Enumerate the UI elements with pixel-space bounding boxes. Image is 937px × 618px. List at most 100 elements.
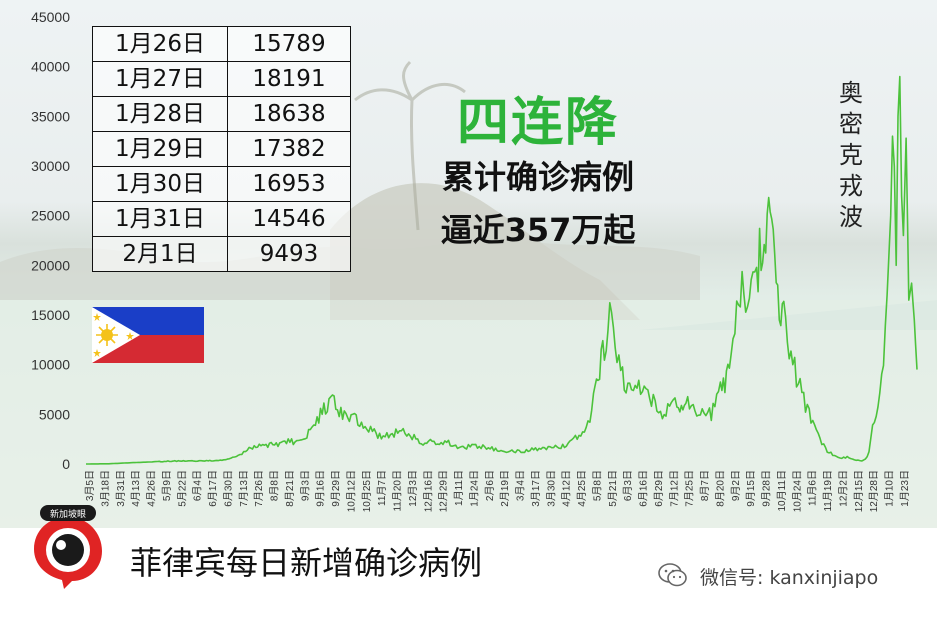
x-tick-label: 11月6日	[807, 470, 819, 506]
x-tick-label: 10月24日	[791, 470, 803, 512]
x-tick-label: 4月26日	[146, 470, 158, 507]
table-row: 1月28日 18638	[92, 96, 351, 132]
logo-text: 新加坡眼	[50, 508, 86, 520]
x-tick-label: 8月7日	[699, 470, 711, 501]
x-tick-label: 9月28日	[761, 470, 773, 507]
cases-cell: 18191	[227, 61, 351, 97]
table-row: 1月30日 16953	[92, 166, 351, 202]
x-tick-label: 1月24日	[468, 470, 480, 507]
x-tick-label: 7月13日	[238, 470, 250, 507]
x-tick-label: 9月29日	[330, 470, 342, 507]
x-tick-label: 6月3日	[622, 470, 634, 501]
x-tick-label: 4月12日	[561, 470, 573, 507]
y-tick-label: 10000	[31, 357, 70, 373]
x-tick-label: 1月23日	[899, 470, 911, 507]
x-tick-label: 12月16日	[422, 470, 434, 512]
x-tick-label: 5月21日	[607, 470, 619, 507]
x-tick-label: 8月8日	[269, 470, 281, 501]
x-tick-label: 11月19日	[822, 470, 834, 512]
table-row: 1月26日 15789	[92, 26, 351, 62]
y-tick-label: 20000	[31, 257, 70, 273]
x-tick-label: 3月5日	[84, 470, 96, 501]
cases-cell: 15789	[227, 26, 351, 62]
series-line-daily-cases	[86, 75, 918, 465]
x-tick-label: 11月7日	[376, 470, 388, 506]
headline-line2: 累计确诊病例	[441, 158, 634, 196]
cases-cell: 14546	[227, 201, 351, 237]
cases-cell: 16953	[227, 166, 351, 202]
table-row: 2月1日 9493	[92, 236, 351, 272]
y-tick-label: 45000	[31, 9, 70, 25]
x-tick-label: 3月17日	[530, 470, 542, 507]
x-tick-label: 2月6日	[484, 470, 496, 501]
xinjiapo-eye-logo-icon: 新加坡眼	[34, 505, 102, 589]
y-tick-label: 5000	[39, 406, 70, 422]
x-tick-label: 6月17日	[207, 470, 219, 507]
y-tick-label: 15000	[31, 307, 70, 323]
x-tick-label: 5月9日	[161, 470, 173, 501]
x-tick-label: 8月20日	[714, 470, 726, 507]
y-tick-label: 25000	[31, 208, 70, 224]
x-tick-label: 6月30日	[222, 470, 234, 507]
x-tick-label: 12月2日	[837, 470, 849, 507]
wechat-icon	[658, 563, 687, 587]
x-tick-label: 8月21日	[284, 470, 296, 507]
footer-bar	[0, 528, 937, 618]
x-tick-label: 10月25日	[361, 470, 373, 512]
x-tick-label: 9月15日	[745, 470, 757, 507]
date-cell: 2月1日	[92, 236, 228, 272]
date-cell: 1月31日	[92, 201, 228, 237]
headline-line3: 逼近357万起	[440, 211, 636, 249]
y-tick-label: 35000	[31, 108, 70, 124]
x-tick-label: 1月11日	[453, 470, 465, 506]
x-tick-label: 12月29日	[438, 470, 450, 512]
table-row: 1月31日 14546	[92, 201, 351, 237]
x-tick-label: 12月3日	[407, 470, 419, 507]
date-cell: 1月27日	[92, 61, 228, 97]
date-cell: 1月28日	[92, 96, 228, 132]
x-tick-label: 4月25日	[576, 470, 588, 507]
x-tick-label: 6月4日	[192, 470, 204, 501]
x-tick-label: 5月8日	[591, 470, 603, 501]
date-cell: 1月29日	[92, 131, 228, 167]
x-tick-label: 3月30日	[545, 470, 557, 507]
y-tick-label: 0	[62, 456, 70, 472]
x-tick-label: 3月31日	[115, 470, 127, 507]
x-axis: 3月5日 3月18日 3月31日 4月13日 4月26日 5月9日 5月22日 6月4日 6月1…	[84, 470, 911, 512]
table-row: 1月27日 18191	[92, 61, 351, 97]
date-cell: 1月26日	[92, 26, 228, 62]
omicron-wave-annotation: 奥密克戎波	[839, 79, 863, 231]
x-tick-label: 1月10日	[884, 470, 896, 507]
y-tick-label: 30000	[31, 158, 70, 174]
x-tick-label: 6月29日	[653, 470, 665, 507]
x-tick-label: 9月16日	[315, 470, 327, 507]
x-tick-label: 9月2日	[730, 470, 742, 501]
x-tick-label: 10月11日	[776, 470, 788, 512]
headline-main: 四连降	[456, 93, 619, 153]
cases-cell: 17382	[227, 131, 351, 167]
y-axis: 0 5000 10000 15000 20000 25000 30000 35000 40000…	[31, 9, 70, 472]
philippines-flag-icon	[92, 307, 204, 363]
cases-cell: 9493	[227, 236, 351, 272]
x-tick-label: 3月18日	[99, 470, 111, 507]
x-tick-label: 10月12日	[345, 470, 357, 512]
wechat-id: 微信号: kanxinjiapo	[700, 567, 879, 589]
x-tick-label: 12月15日	[853, 470, 865, 512]
x-tick-label: 7月26日	[253, 470, 265, 507]
cases-cell: 18638	[227, 96, 351, 132]
x-tick-label: 12月28日	[868, 470, 880, 512]
table-row: 1月29日 17382	[92, 131, 351, 167]
x-tick-label: 3月4日	[515, 470, 527, 501]
x-tick-label: 11月20日	[392, 470, 404, 512]
x-tick-label: 7月25日	[684, 470, 696, 507]
x-tick-label: 5月22日	[176, 470, 188, 507]
x-tick-label: 6月16日	[638, 470, 650, 507]
x-tick-label: 2月19日	[499, 470, 511, 507]
daily-cases-table: 1月26日 15789 1月27日 18191 1月28日 18638 1月29日 17…	[92, 26, 351, 272]
y-tick-label: 40000	[31, 59, 70, 75]
x-tick-label: 4月13日	[130, 470, 142, 507]
date-cell: 1月30日	[92, 166, 228, 202]
chart-caption: 菲律宾每日新增确诊病例	[130, 544, 483, 582]
